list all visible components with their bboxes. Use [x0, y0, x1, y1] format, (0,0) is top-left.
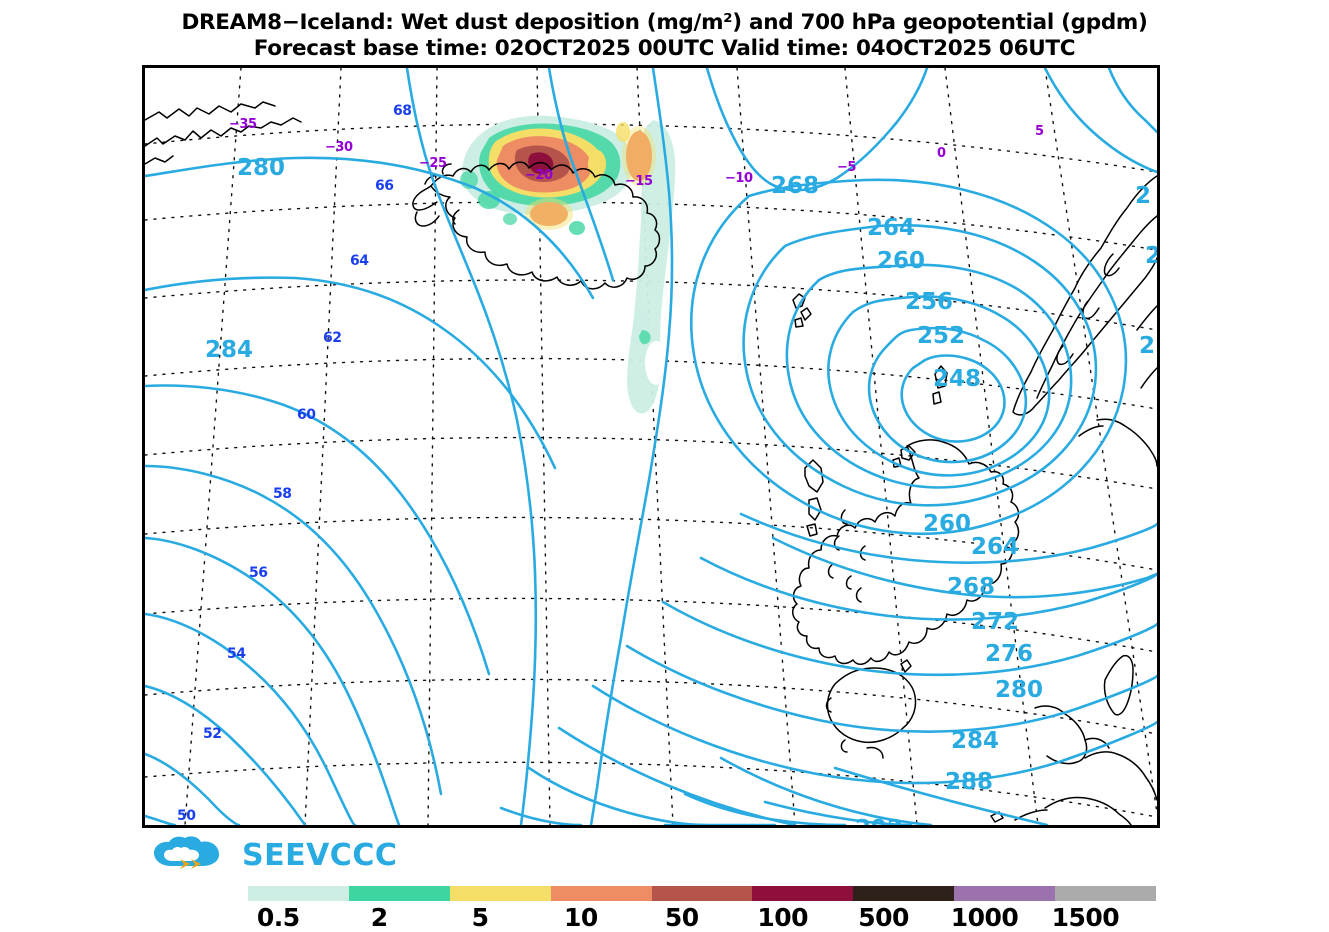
colorbar-tick: 10 [564, 903, 598, 932]
colorbar-tick: 1500 [1051, 903, 1120, 932]
colorbar-tick: 500 [858, 903, 909, 932]
colorbar-swatch [853, 886, 955, 901]
chart-title-block: DREAM8−Iceland: Wet dust deposition (mg/… [0, 10, 1329, 62]
dust-deposition-field [460, 115, 676, 414]
logo-text: SEEVCCC [242, 837, 398, 873]
colorbar-swatch [651, 886, 753, 901]
colorbar-swatch [954, 886, 1056, 901]
colorbar-swatch [348, 886, 450, 901]
colorbar-swatch [449, 886, 551, 901]
title-line-2: Forecast base time: 02OCT2025 00UTC Vali… [253, 36, 1076, 61]
colorbar-tick: 50 [664, 903, 699, 932]
seevccc-logo: SEEVCCC [150, 836, 397, 874]
colorbar-tick: 1000 [950, 903, 1019, 932]
colorbar-tick: 5 [471, 903, 489, 932]
colorbar: 0.5 2 5 10 50 100 500 1000 1500 [248, 886, 1157, 932]
colorbar-swatch [1055, 886, 1157, 901]
colorbar-tick: 0.5 [256, 903, 300, 932]
colorbar-swatch [752, 886, 854, 901]
colorbar-tick: 100 [757, 903, 809, 932]
colorbar-swatches [248, 886, 1157, 901]
colorbar-tick: 2 [370, 903, 388, 932]
colorbar-swatch [550, 886, 652, 901]
title-line-1: DREAM8−Iceland: Wet dust deposition (mg/… [181, 10, 1148, 35]
map-graphic [145, 68, 1157, 825]
map-panel: −35 −30 −25 −20 −15 −10 −5 0 5 68 66 64 … [142, 65, 1160, 828]
geopotential-contours [145, 68, 1157, 825]
colorbar-swatch [248, 886, 349, 901]
cloud-arrow-icon [154, 836, 220, 869]
